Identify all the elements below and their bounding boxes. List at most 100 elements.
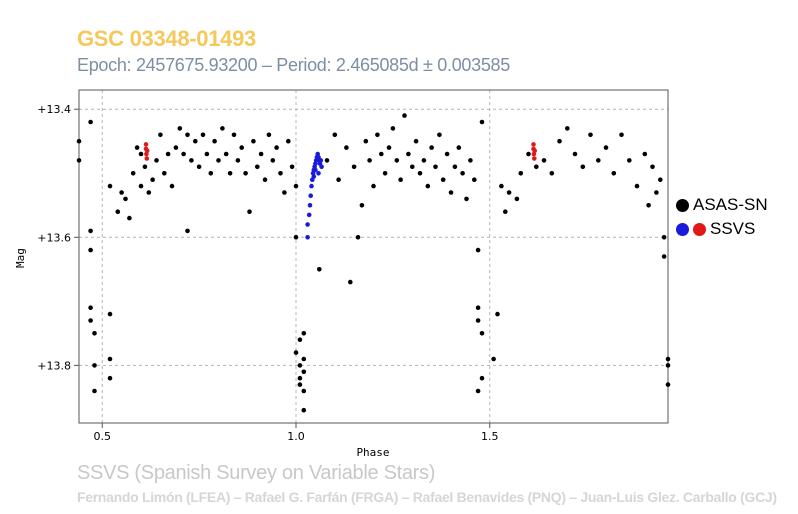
data-point: [646, 203, 651, 208]
data-point: [588, 132, 593, 138]
x-tick-label: 1.5: [481, 430, 499, 443]
data-point: [130, 171, 136, 176]
data-point: [460, 171, 465, 176]
data-point: [603, 145, 609, 150]
data-point: [158, 132, 163, 138]
data-point: [661, 235, 667, 240]
data-point: [301, 388, 307, 394]
data-point: [92, 388, 97, 394]
data-point: [317, 267, 322, 272]
data-point: [425, 183, 431, 189]
data-point: [107, 375, 113, 381]
data-point: [665, 382, 671, 387]
data-point: [421, 158, 427, 163]
data-point: [665, 356, 671, 362]
data-point: [371, 183, 376, 189]
data-point: [305, 222, 310, 227]
data-point: [88, 305, 93, 311]
legend-entry-ssvs: SSVS: [676, 217, 768, 241]
data-point: [549, 171, 555, 176]
legend-ssvs-label: SSVS: [710, 219, 756, 238]
epoch-period-subtitle: Epoch: 2457675.93200 – Period: 2.465085d…: [77, 55, 510, 75]
y-tick-label: +13.6: [37, 231, 71, 244]
data-point: [308, 193, 314, 198]
data-point: [262, 177, 268, 182]
data-point: [503, 209, 508, 214]
data-point: [309, 183, 314, 189]
data-point: [239, 145, 244, 150]
data-point: [351, 164, 357, 170]
data-point: [297, 363, 303, 368]
data-point: [307, 203, 313, 208]
data-point: [596, 158, 601, 163]
data-point: [88, 247, 93, 253]
data-point: [452, 164, 458, 170]
data-point: [444, 151, 450, 157]
data-point: [532, 156, 537, 161]
data-point: [565, 126, 570, 131]
data-point: [348, 279, 353, 285]
data-point: [107, 183, 113, 189]
data-point: [413, 138, 419, 144]
data-point: [173, 145, 179, 150]
data-point: [456, 145, 462, 150]
data-point: [390, 126, 396, 131]
data-point: [541, 158, 547, 163]
star-name-title: GSC 03348-01493: [77, 26, 256, 51]
ssvs-red-dot-icon: [693, 222, 706, 236]
data-point: [448, 190, 454, 195]
data-point: [379, 151, 384, 157]
data-point: [382, 171, 388, 176]
data-point: [318, 158, 324, 163]
data-point: [243, 171, 248, 176]
data-point: [154, 158, 159, 163]
data-point: [367, 158, 372, 163]
data-point: [146, 190, 152, 195]
data-point: [313, 167, 318, 173]
legend-asassn-label: ASAS-SN: [693, 195, 768, 214]
asassn-dot-icon: [676, 198, 689, 212]
data-point: [661, 254, 667, 259]
data-point: [297, 337, 303, 343]
data-point: [134, 145, 140, 150]
data-point: [518, 171, 524, 176]
data-point: [650, 164, 655, 170]
data-point: [169, 183, 175, 189]
data-point: [200, 132, 206, 138]
data-point: [344, 145, 349, 150]
data-point: [437, 132, 442, 138]
data-point: [297, 375, 303, 381]
x-tick-label: 1.0: [287, 430, 305, 443]
data-point: [212, 138, 217, 144]
data-point: [204, 151, 210, 157]
data-point: [144, 156, 150, 161]
data-point: [185, 228, 190, 234]
data-point: [270, 158, 276, 163]
data-point: [251, 138, 256, 144]
data-point: [429, 145, 434, 150]
data-point: [92, 363, 97, 368]
data-point: [619, 132, 624, 138]
data-point: [402, 113, 407, 118]
data-point: [297, 382, 303, 387]
data-point: [162, 171, 167, 176]
data-point: [359, 203, 365, 208]
x-tick-label: 0.5: [94, 430, 112, 443]
series-asas-sn-0: [76, 113, 671, 413]
data-point: [293, 235, 299, 240]
data-point: [479, 375, 485, 381]
data-point: [185, 132, 190, 138]
data-point: [375, 132, 380, 138]
data-point: [88, 318, 93, 323]
data-point: [398, 177, 403, 182]
data-point: [440, 177, 446, 182]
data-point: [464, 196, 469, 202]
data-point: [258, 151, 264, 157]
y-axis-label: Mag: [14, 248, 27, 268]
data-point: [301, 356, 307, 362]
data-point: [479, 331, 485, 336]
ssvs-blue-dot-icon: [676, 222, 689, 236]
series-ssvs-1: [305, 151, 324, 240]
data-point: [305, 235, 310, 240]
